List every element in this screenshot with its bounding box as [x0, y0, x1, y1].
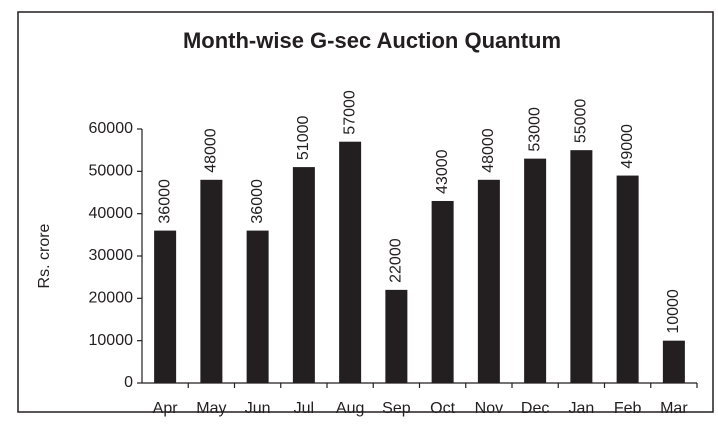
bar — [431, 200, 454, 383]
bar — [154, 230, 177, 383]
x-tick-label: Dec — [521, 400, 549, 417]
y-tick-label: 10000 — [89, 332, 134, 349]
x-tick-label: Jun — [245, 400, 271, 417]
bar — [616, 175, 639, 383]
y-tick-label: 0 — [124, 374, 133, 391]
bar — [339, 141, 362, 383]
x-tick-label: Jul — [294, 400, 314, 417]
x-tick-label: Feb — [614, 400, 642, 417]
data-label: 48000 — [203, 128, 220, 173]
data-label: 55000 — [573, 99, 590, 144]
bar — [570, 150, 593, 383]
bar — [200, 179, 223, 383]
y-tick-label: 40000 — [89, 205, 134, 222]
chart-title: Month-wise G-sec Auction Quantum — [183, 28, 561, 53]
bar — [246, 230, 269, 383]
y-tick-label: 60000 — [89, 120, 134, 137]
bar — [477, 179, 500, 383]
data-label: 22000 — [388, 238, 405, 283]
data-label: 49000 — [619, 124, 636, 169]
data-label: 53000 — [526, 107, 543, 152]
data-label: 57000 — [341, 90, 358, 135]
bar — [524, 158, 547, 383]
data-label: 10000 — [665, 289, 682, 334]
data-label: 36000 — [156, 179, 173, 224]
x-tick-label: Mar — [660, 400, 688, 417]
y-tick-label: 50000 — [89, 163, 134, 180]
x-tick-label: Apr — [153, 400, 179, 417]
data-label: 48000 — [480, 128, 497, 173]
x-tick-label: Sep — [382, 400, 411, 417]
x-tick-label: May — [196, 400, 226, 417]
bar — [662, 340, 685, 383]
bar — [292, 167, 315, 383]
y-tick-label: 30000 — [89, 247, 134, 264]
x-tick-label: Nov — [475, 400, 503, 417]
x-tick-label: Aug — [336, 400, 364, 417]
chart-frame — [17, 11, 714, 413]
y-axis-label: Rs. crore — [36, 223, 53, 288]
data-label: 43000 — [434, 149, 451, 194]
x-tick-label: Jan — [568, 400, 594, 417]
x-tick-label: Oct — [430, 400, 455, 417]
data-label: 36000 — [249, 179, 266, 224]
bar — [385, 289, 408, 383]
data-label: 51000 — [295, 116, 312, 161]
y-tick-label: 20000 — [89, 290, 134, 307]
